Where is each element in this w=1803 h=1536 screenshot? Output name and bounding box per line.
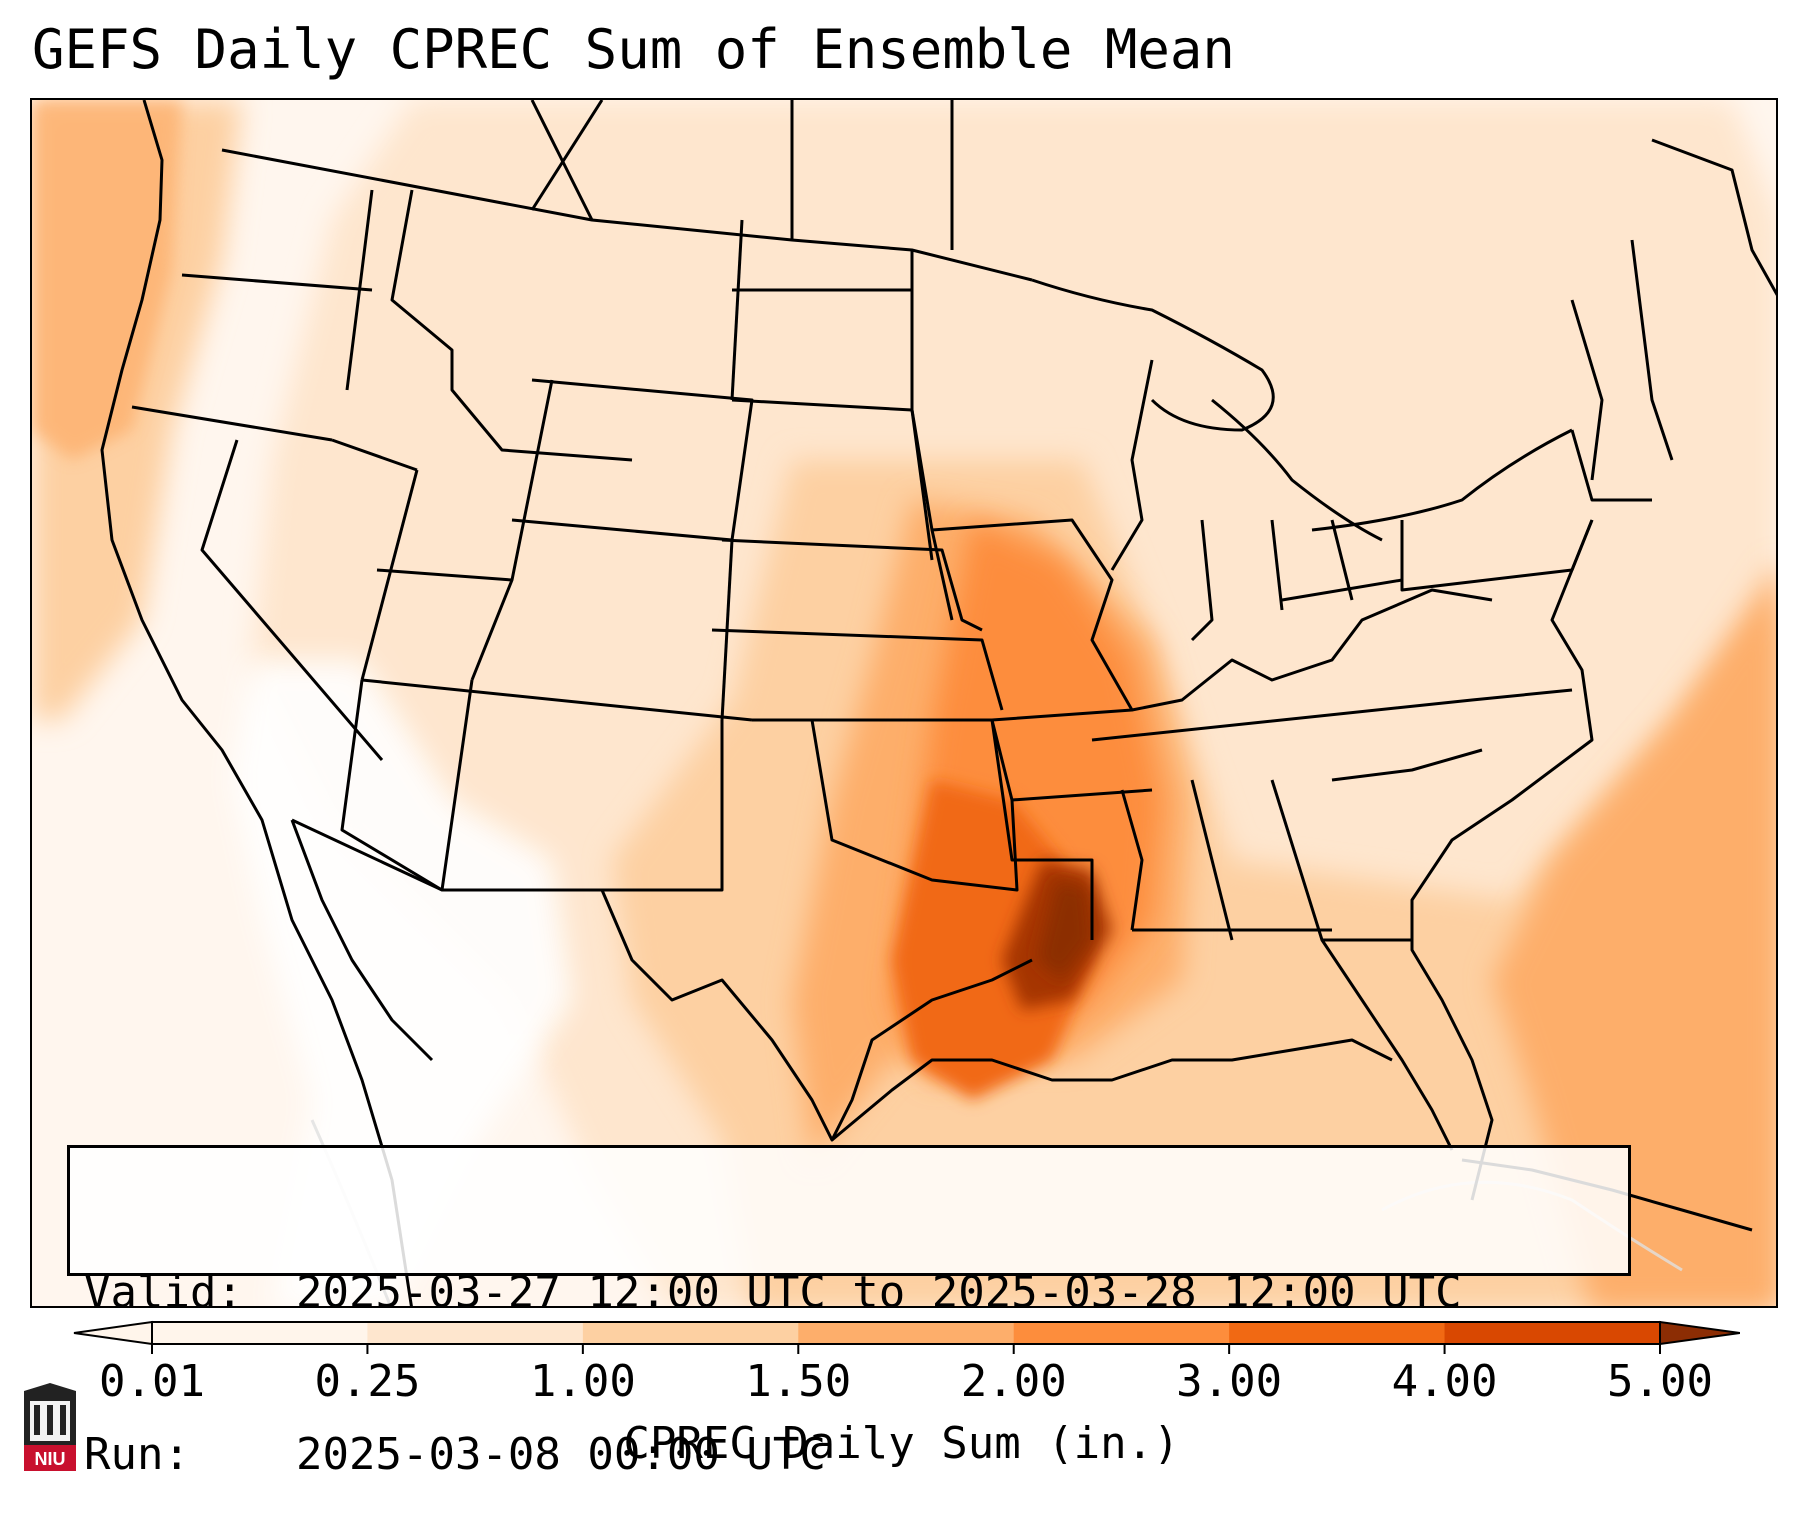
colorbar-segment — [582, 1322, 799, 1344]
colorbar-tick-label: 3.00 — [1176, 1356, 1283, 1407]
colorbar-segment — [152, 1322, 368, 1344]
colorbar-label: CPREC Daily Sum (in.) — [623, 1418, 1180, 1469]
colorbar-tick-label: 1.00 — [529, 1356, 636, 1407]
colorbar-segment — [1013, 1322, 1230, 1344]
valid-value: 2025-03-27 12:00 UTC to 2025-03-28 12:00… — [296, 1267, 1462, 1318]
state-boundaries — [100, 100, 1776, 1306]
colorbar-segment — [1229, 1322, 1446, 1344]
colorbar-segment — [798, 1322, 1015, 1344]
colorbar-tick-label: 4.00 — [1391, 1356, 1498, 1407]
run-value: 2025-03-08 00:00 UTC — [296, 1429, 826, 1480]
run-label: Run: — [84, 1429, 190, 1480]
colorbar-extend-min — [73, 1320, 153, 1346]
precipitation-map — [30, 98, 1778, 1308]
colorbar-tick-label: 0.01 — [99, 1356, 205, 1407]
colorbar-tick-label: 2.00 — [960, 1356, 1067, 1407]
valid-label: Valid: — [84, 1267, 243, 1318]
colorbar — [73, 1320, 1740, 1354]
precip-shading — [32, 100, 1776, 1306]
colorbar-segment — [367, 1322, 584, 1344]
valid-run-info-box: Valid: 2025-03-27 12:00 UTC to 2025-03-28… — [67, 1145, 1631, 1480]
colorbar-tick-label: 0.25 — [314, 1356, 421, 1407]
niu-logo: NIU — [24, 1383, 76, 1471]
svg-text:NIU: NIU — [35, 1449, 66, 1469]
colorbar-segment — [1444, 1322, 1661, 1344]
colorbar-extend-max — [1659, 1320, 1740, 1346]
colorbar-tick-label: 5.00 — [1607, 1356, 1713, 1407]
colorbar-tick-label: 1.50 — [745, 1356, 852, 1407]
map-title: GEFS Daily CPREC Sum of Ensemble Mean — [32, 18, 1235, 81]
run-line: Run: 2025-03-08 00:00 UTC — [84, 1428, 1614, 1482]
valid-line: Valid: 2025-03-27 12:00 UTC to 2025-03-28… — [84, 1266, 1614, 1320]
map-canvas — [32, 100, 1776, 1306]
